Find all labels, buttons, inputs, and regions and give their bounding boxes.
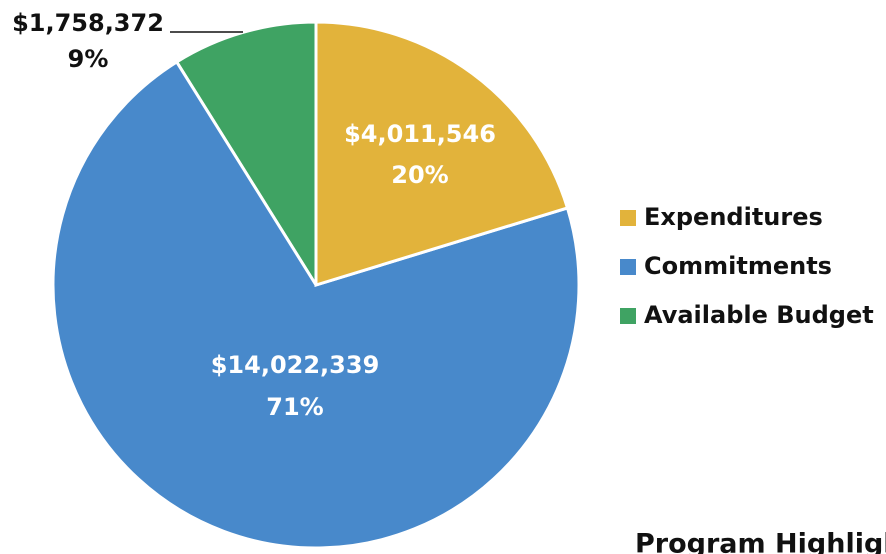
legend-label: Commitments <box>644 252 832 280</box>
pie-slice <box>314 20 570 288</box>
value-label: $1,758,372 <box>12 9 164 37</box>
legend-label: Expenditures <box>644 203 823 231</box>
legend-swatch <box>620 308 636 324</box>
percentage-label: 20% <box>391 161 448 189</box>
value-label: $4,011,546 <box>344 120 496 148</box>
pie-slice <box>51 59 581 550</box>
annotation: Program Highlights <box>635 529 886 554</box>
legend-swatch <box>620 259 636 275</box>
pie-slice <box>174 20 318 291</box>
value-label: $14,022,339 <box>211 351 380 379</box>
percentage-label: 71% <box>266 393 323 421</box>
percentage-label: 9% <box>68 45 109 73</box>
legend-swatch <box>620 210 636 226</box>
legend-label: Available Budget <box>644 301 874 329</box>
